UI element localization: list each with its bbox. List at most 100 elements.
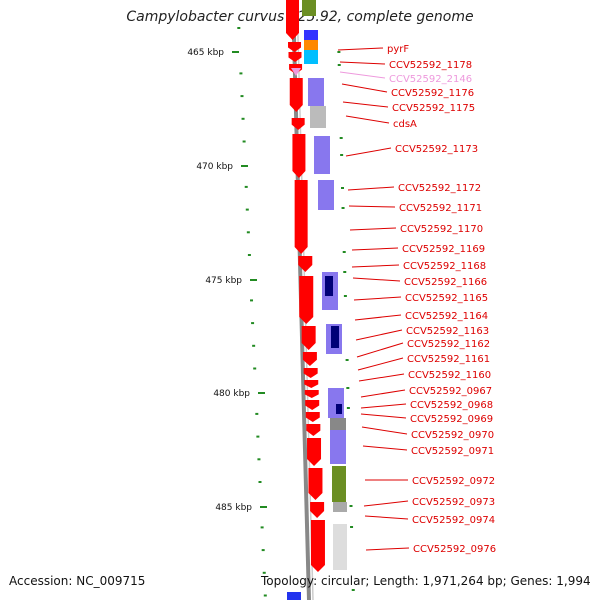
- gene-label: CCV52592_1161: [407, 354, 490, 365]
- cds-arrow: [306, 424, 321, 436]
- cds-arrow: [304, 380, 319, 388]
- gene-label: CCV52592_1164: [405, 311, 488, 322]
- gene-label-leader: [356, 342, 404, 358]
- gene-label: CCV52592_1176: [391, 88, 474, 99]
- feature-block: [304, 30, 318, 40]
- feature-block: [330, 418, 346, 430]
- gene-label: CCV52592_2146: [389, 74, 472, 85]
- kbp-tick-label: 465 kbp: [187, 48, 224, 58]
- gene-label-leader: [337, 47, 384, 51]
- gene-label-leader: [348, 205, 396, 208]
- gene-label: CCV52592_0973: [412, 497, 495, 508]
- feature-block: [287, 592, 301, 600]
- feature-block: [304, 40, 318, 50]
- cds-arrow: [303, 368, 318, 378]
- gene-label: CCV52592_1166: [404, 277, 487, 288]
- cds-arrow: [301, 326, 316, 350]
- cds-arrow: [310, 502, 325, 518]
- cds-arrow: [310, 520, 325, 572]
- gene-label-leader: [353, 296, 402, 301]
- gene-label: CCV52592_1163: [406, 326, 489, 337]
- gene-label-leader: [339, 61, 386, 65]
- cds-arrow: [298, 256, 313, 272]
- cds-arrow: [286, 0, 299, 40]
- feature-blocks: [287, 0, 347, 600]
- scale-ticks: 465 kbp 470 kbp 475 kbp 480 kbp 485 kbp: [187, 27, 355, 597]
- gene-label: CCV52592_1165: [405, 293, 488, 304]
- gene-label: CCV52592_0972: [412, 476, 495, 487]
- feature-block: [336, 404, 342, 414]
- gene-label: CCV52592_1168: [403, 261, 486, 272]
- forward-strand-genes: [286, 0, 325, 572]
- feature-block: [318, 180, 334, 210]
- gene-label: CCV52592_1171: [399, 203, 482, 214]
- gene-label: CCV52592_1160: [408, 370, 491, 381]
- cds-arrow: [294, 180, 308, 254]
- gene-label: CCV52592_1178: [389, 60, 472, 71]
- gene-label: CCV52592_0967: [409, 386, 492, 397]
- gene-label: CCV52592_1175: [392, 103, 475, 114]
- feature-block: [302, 0, 316, 16]
- cds-arrow: [288, 52, 302, 62]
- gene-label: CCV52592_0974: [412, 515, 495, 526]
- gene-label-leader: [349, 227, 397, 231]
- feature-block: [310, 106, 326, 128]
- cds-arrow: [308, 468, 323, 500]
- feature-block: [314, 136, 330, 174]
- feature-block: [332, 466, 346, 502]
- gene-label-leader: [365, 547, 410, 551]
- gene-label-leader: [341, 83, 388, 93]
- kbp-tick-label: 480 kbp: [213, 389, 250, 399]
- feature-block: [333, 502, 347, 512]
- gene-label-leader: [339, 71, 386, 79]
- gene-label-leader: [355, 329, 403, 341]
- cds-arrow: [307, 438, 322, 466]
- gene-label: CCV52592_1170: [400, 224, 483, 235]
- gene-label-leader: [342, 101, 389, 108]
- gene-label: CCV52592_0971: [411, 446, 494, 457]
- cds-arrow: [305, 412, 320, 422]
- kbp-tick-label: 470 kbp: [196, 162, 233, 172]
- gene-label-leader: [345, 147, 392, 157]
- gene-label: CCV52592_0970: [411, 430, 494, 441]
- gene-label-leader: [358, 373, 405, 382]
- gene-label-leader: [352, 277, 401, 282]
- cds-arrow: [302, 352, 317, 366]
- kbp-tick-label: 475 kbp: [205, 276, 242, 286]
- gene-label: CCV52592_1172: [398, 183, 481, 194]
- cds-arrow: [289, 78, 303, 112]
- feature-block: [333, 524, 347, 570]
- gene-label-leader: [347, 186, 395, 191]
- cds-arrow: [291, 68, 301, 76]
- gene-label: CCV52592_0968: [410, 400, 493, 411]
- gene-label-leader: [360, 413, 407, 419]
- gene-label-leader: [361, 426, 408, 435]
- kbp-tick-label: 485 kbp: [215, 503, 252, 513]
- cds-arrow: [304, 390, 319, 398]
- gene-label-leader: [364, 515, 409, 520]
- gene-label-leader: [363, 500, 409, 507]
- accession-text: Accession: NC_009715: [9, 574, 146, 588]
- cds-arrow: [305, 400, 320, 410]
- gene-label-leader: [357, 357, 404, 371]
- feature-block: [331, 326, 339, 348]
- feature-block: [325, 276, 333, 296]
- cds-arrow: [288, 42, 302, 52]
- feature-block: [308, 78, 324, 106]
- cds-arrow: [299, 276, 314, 324]
- gene-label-leader: [351, 247, 399, 251]
- cds-arrow: [292, 134, 306, 178]
- gene-label-leader: [354, 314, 402, 321]
- map-title: Campylobacter curvus 525.92, complete ge…: [126, 9, 474, 25]
- gene-label: CCV52592_1162: [407, 339, 490, 350]
- gene-label: CCV52592_0969: [410, 414, 493, 425]
- gene-label: cdsA: [393, 119, 417, 130]
- gene-labels: pyrF CCV52592_1178 CCV52592_2146 CCV52592_1…: [337, 44, 496, 555]
- gene-label-leader: [362, 445, 408, 451]
- cds-arrow: [291, 118, 305, 130]
- gene-label-leader: [345, 115, 390, 124]
- gene-label: CCV52592_1173: [395, 144, 478, 155]
- topology-text: Topology: circular; Length: 1,971,264 bp…: [261, 574, 591, 588]
- feature-block: [304, 50, 318, 64]
